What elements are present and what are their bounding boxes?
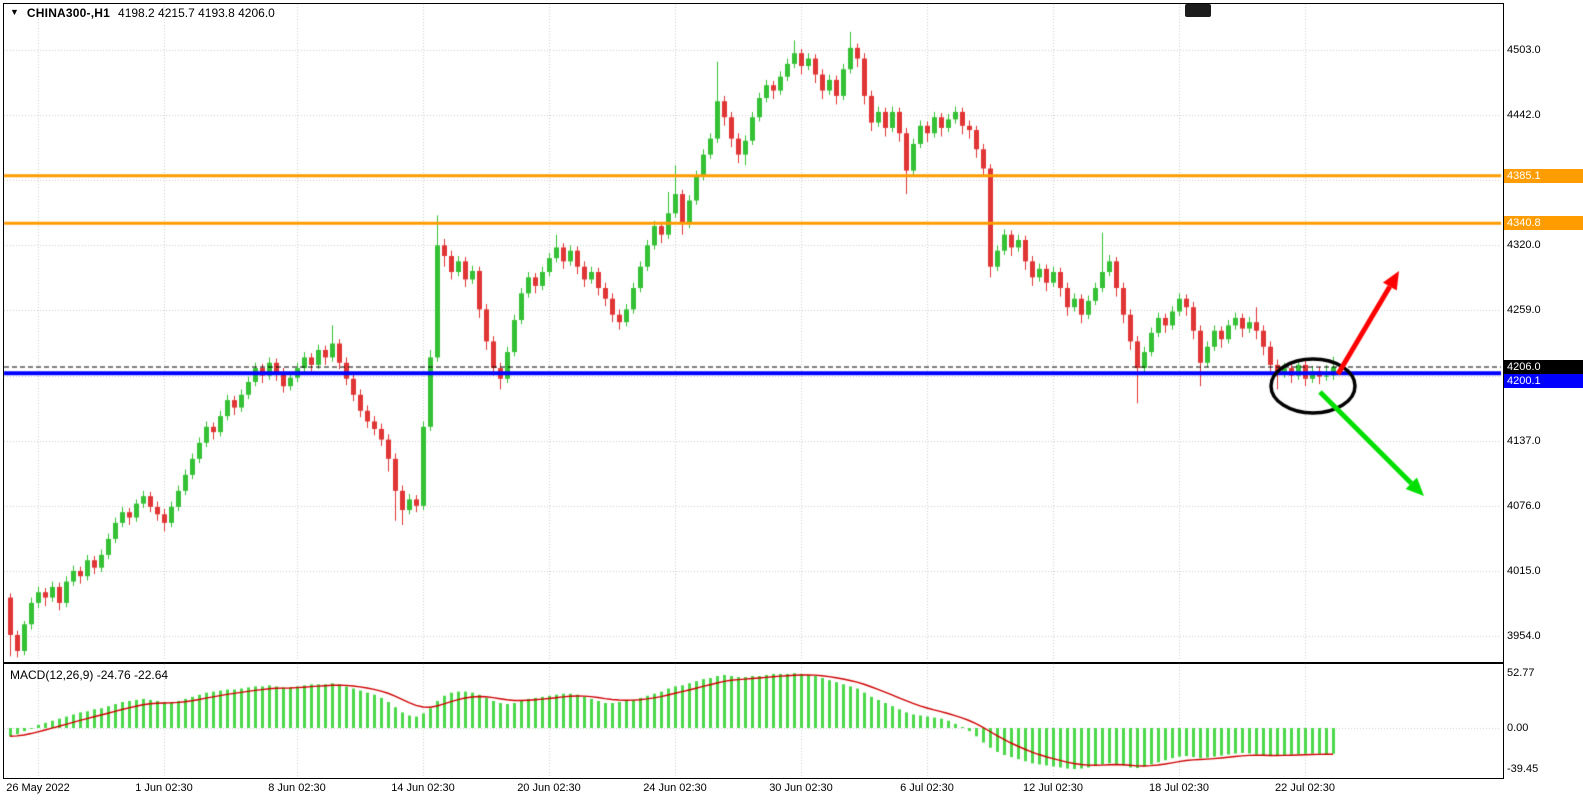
- time-tick-label: 6 Jul 02:30: [900, 782, 954, 794]
- price-tick-label: 4503.0: [1507, 44, 1541, 56]
- macd-tick-label: 0.00: [1507, 722, 1529, 734]
- time-tick-label: 26 May 2022: [6, 782, 70, 794]
- price-tick-label: 4137.0: [1507, 434, 1541, 447]
- time-tick-label: 14 Jun 02:30: [391, 782, 455, 794]
- price-tick-label: 3954.0: [1507, 630, 1541, 642]
- time-tick-label: 8 Jun 02:30: [268, 782, 326, 794]
- price-line-badge-support: 4200.1: [1504, 374, 1583, 389]
- time-tick-label: 20 Jun 02:30: [517, 782, 581, 794]
- time-tick-label: 30 Jun 02:30: [769, 782, 833, 794]
- symbol-timeframe-label: CHINA300-,H1: [26, 6, 111, 20]
- price-tick-label: 4015.0: [1507, 564, 1541, 577]
- time-tick-label: 12 Jul 02:30: [1023, 782, 1083, 794]
- macd-indicator-label: MACD(12,26,9) -24.76 -22.64: [10, 668, 169, 682]
- chart-shift-marker[interactable]: [1185, 4, 1211, 17]
- time-tick-label: 22 Jul 02:30: [1275, 782, 1335, 794]
- price-tick-label: 4259.0: [1507, 304, 1541, 317]
- price-line-badge-current-price: 4206.0: [1504, 360, 1583, 375]
- time-tick-label: 24 Jun 02:30: [643, 782, 707, 794]
- price-tick-label: 4320.0: [1507, 239, 1541, 252]
- time-tick-label: 18 Jul 02:30: [1149, 782, 1209, 794]
- one-click-trading-icon[interactable]: ▼: [10, 7, 19, 17]
- price-tick-label: 4442.0: [1507, 109, 1541, 122]
- price-line-badge-resistance-lower: 4340.8: [1504, 216, 1583, 231]
- ohlc-values: 4198.2 4215.7 4193.8 4206.0: [118, 6, 275, 20]
- macd-tick-label: 52.77: [1507, 667, 1535, 680]
- time-tick-label: 1 Jun 02:30: [135, 782, 193, 794]
- macd-tick-label: -39.45: [1507, 763, 1539, 776]
- price-tick-label: 4076.0: [1507, 499, 1541, 512]
- chart-title: ▼ CHINA300-,H1 4198.2 4215.7 4193.8 4206…: [10, 6, 275, 20]
- price-line-badge-resistance-upper: 4385.1: [1504, 168, 1583, 183]
